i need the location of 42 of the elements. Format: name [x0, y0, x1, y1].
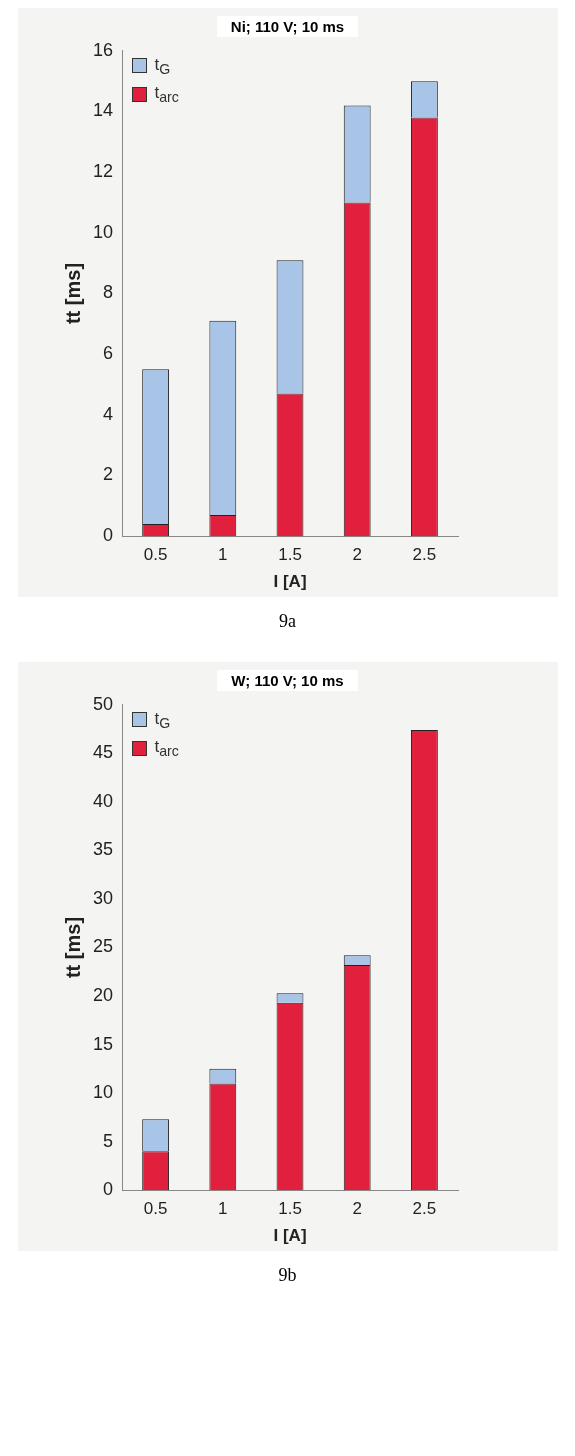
legend-label: t$_{G}$	[154, 708, 171, 732]
x-tick-label: 2.5	[412, 545, 436, 565]
x-tick-label: 1	[217, 545, 228, 565]
legend-label: t$_{G}$	[154, 54, 171, 78]
y-tick-label: 14	[92, 100, 113, 121]
y-tick-label: 50	[92, 693, 113, 714]
y-tick-label: 10	[92, 1082, 113, 1103]
y-tick-label: 40	[92, 790, 113, 811]
y-tick-label: 45	[92, 742, 113, 763]
x-tick-label: 1	[217, 1199, 228, 1219]
y-axis-title: tt [ms]	[61, 916, 84, 979]
y-tick-label: 12	[92, 161, 113, 182]
x-tick-label: 2	[351, 545, 362, 565]
y-tick-label: 6	[102, 343, 113, 364]
legend-label: t$_{arc}$	[154, 83, 179, 106]
x-axis-title: I [A]	[272, 572, 307, 592]
y-tick-label: 0	[102, 1179, 113, 1200]
y-tick-label: 8	[102, 282, 113, 303]
y-tick-label: 16	[92, 39, 113, 60]
x-tick-label: 2.5	[412, 1199, 436, 1219]
x-tick-label: 1.5	[277, 545, 302, 565]
x-tick-label: 0.5	[143, 545, 167, 565]
y-tick-label: 25	[92, 936, 113, 957]
y-tick-label: 15	[92, 1033, 113, 1054]
x-tick-label: 0.5	[143, 1199, 167, 1219]
x-tick-label: 2	[351, 1199, 362, 1219]
chart-title: W; 110 V; 10 ms	[217, 670, 358, 691]
y-tick-label: 0	[102, 525, 113, 546]
chart-title: Ni; 110 V; 10 ms	[216, 16, 359, 37]
y-tick-label: 20	[92, 985, 113, 1006]
text: 9b	[17, 1251, 558, 1296]
y-tick-label: 5	[102, 1130, 113, 1151]
legend-label: t$_{arc}$	[154, 737, 179, 760]
x-axis-title: I [A]	[272, 1226, 307, 1246]
y-tick-label: 4	[102, 403, 113, 424]
y-tick-label: 10	[92, 221, 113, 242]
text: 9a	[17, 597, 558, 642]
y-tick-label: 2	[102, 464, 113, 485]
x-tick-label: 1.5	[277, 1199, 302, 1219]
y-tick-label: 30	[92, 887, 113, 908]
y-tick-label: 35	[92, 839, 113, 860]
y-axis-title: tt [ms]	[61, 262, 84, 325]
